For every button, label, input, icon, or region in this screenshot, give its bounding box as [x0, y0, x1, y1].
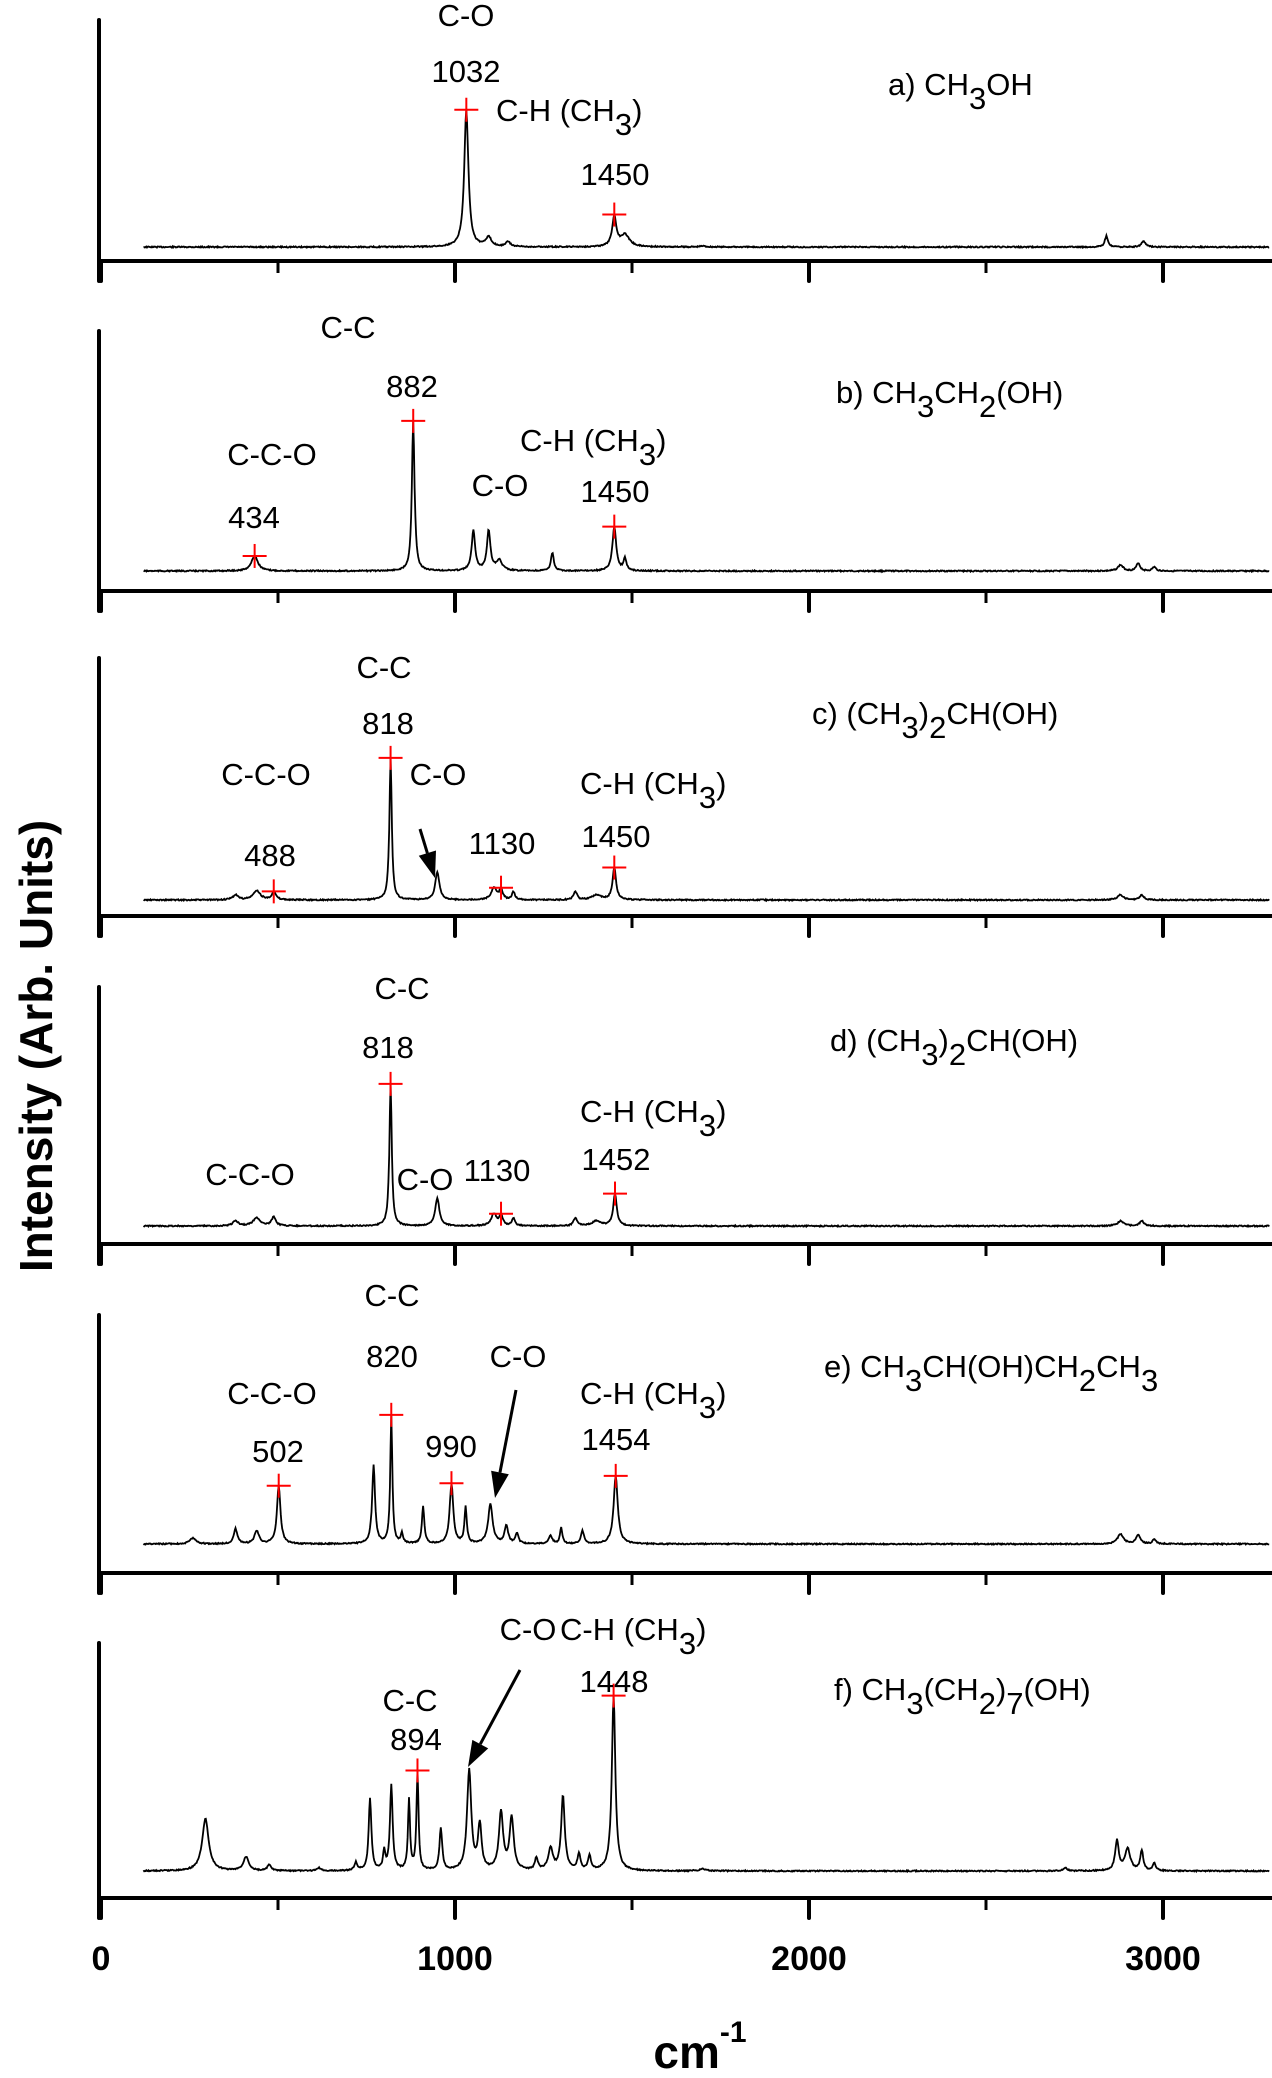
peak-annotation: 502 — [252, 1434, 304, 1469]
panel-c: C-C 818 C-C-O C-O 488 1130 1450 C-H (CH3) c) (CH… — [97, 650, 1272, 938]
panel-title: c) (CH3)2CH(OH) — [812, 696, 1058, 745]
peak-marker — [603, 1181, 628, 1206]
peak-annotation: C-C — [320, 310, 375, 345]
spectrum-line — [142, 1083, 1270, 1229]
peak-annotation: 1452 — [582, 1142, 651, 1177]
peak-annotation: C-C — [382, 1683, 437, 1718]
peak-annotation: 818 — [362, 1030, 414, 1065]
x-tick-label: 1000 — [417, 1940, 493, 1978]
peak-annotation: 818 — [362, 706, 414, 741]
peak-annotation: 882 — [386, 369, 438, 404]
arrow-icon — [491, 1389, 518, 1498]
peak-marker — [489, 1201, 514, 1226]
peak-annotation: C-C-O — [227, 437, 317, 472]
peak-marker — [602, 202, 627, 227]
panel-f: C-O C-H (CH3)1448 C-C 894 f) CH3(CH2)7(OH) — [97, 1612, 1272, 1920]
peak-annotation: C-C — [364, 1278, 419, 1313]
peak-annotation: 820 — [366, 1339, 418, 1374]
peak-annotation: C-O — [410, 757, 467, 792]
peak-annotation: C-C-O — [221, 757, 311, 792]
peak-annotation: 1130 — [469, 826, 536, 861]
peak-marker — [602, 855, 627, 880]
spectrum-line — [142, 1414, 1270, 1547]
panel-title: e) CH3CH(OH)CH2CH3 — [824, 1349, 1158, 1398]
x-tick-label: 0 — [92, 1940, 111, 1978]
peak-annotation: 1450 — [581, 474, 650, 509]
peak-marker — [378, 745, 403, 770]
peak-marker — [454, 97, 479, 122]
peak-annotation: C-C — [374, 971, 429, 1006]
spectrum-line — [142, 1695, 1270, 1874]
peak-annotation: 488 — [244, 838, 296, 873]
peak-marker — [439, 1471, 464, 1496]
peak-annotation: 894 — [390, 1722, 442, 1757]
peak-annotation: 1454 — [582, 1422, 651, 1457]
peak-annotation: C-O — [438, 0, 495, 33]
spectrum-line — [143, 421, 1270, 574]
x-axis-tick-labels: 0 1000 2000 3000 — [92, 1940, 1201, 1978]
peak-marker — [379, 1402, 404, 1427]
peak-annotation: C-H (CH3) — [580, 1376, 726, 1425]
panel-title: f) CH3(CH2)7(OH) — [834, 1672, 1091, 1721]
peak-annotation: C-H (CH3) — [580, 1094, 726, 1143]
peak-annotation: C-H (CH3) — [520, 423, 666, 472]
panel-title: b) CH3CH2(OH) — [836, 375, 1063, 424]
peak-annotation: C-H (CH3) — [560, 1612, 706, 1661]
peak-annotation: C-H (CH3) — [580, 766, 726, 815]
peak-marker — [405, 1758, 430, 1783]
spectrum-line — [143, 757, 1270, 903]
peak-marker — [602, 514, 627, 539]
peak-annotation: 1450 — [581, 157, 650, 192]
peak-annotation: 1450 — [582, 819, 651, 854]
panel-b: C-C 882 C-C-O 434 C-OC-H (CH3)1450 b) CH3CH2(… — [97, 310, 1272, 613]
peak-marker — [601, 1683, 626, 1708]
panel-title: a) CH3OH — [888, 67, 1033, 116]
peak-annotation: C-C-O — [227, 1376, 317, 1411]
x-axis-title-text: cm — [653, 2026, 719, 2078]
peak-marker — [401, 408, 426, 433]
x-axis-title: cm-1 — [653, 2016, 746, 2078]
panel-title: d) (CH3)2CH(OH) — [830, 1023, 1078, 1072]
peak-annotation: 990 — [425, 1429, 477, 1464]
peak-annotation: C-O — [397, 1162, 454, 1197]
peak-annotation: 1032 — [432, 54, 501, 89]
peak-marker — [266, 1473, 291, 1498]
peak-annotation: C-O — [472, 468, 529, 503]
peak-marker — [489, 875, 514, 900]
peak-marker — [261, 879, 286, 904]
peak-annotation: 1448 — [580, 1664, 649, 1699]
y-axis-title: Intensity (Arb. Units) — [10, 820, 62, 1272]
arrow-icon — [468, 1669, 522, 1767]
x-axis-title-superscript: -1 — [720, 2016, 747, 2049]
peak-annotation: C-H (CH3) — [496, 93, 642, 142]
arrow-icon — [418, 828, 436, 878]
peak-marker — [603, 1463, 628, 1488]
peak-annotation: C-O — [500, 1612, 557, 1647]
peak-marker — [242, 543, 267, 568]
peak-annotation: 1130 — [464, 1153, 531, 1188]
spectrum-line — [143, 109, 1270, 250]
x-tick-label: 3000 — [1125, 1940, 1201, 1978]
peak-annotation: C-C-O — [205, 1157, 295, 1192]
peak-annotation: C-O — [490, 1339, 547, 1374]
panel-e: C-C 820 C-C-O 502 990 C-O C-H (CH3)1454 e) CH3C… — [97, 1278, 1272, 1595]
peak-marker — [378, 1071, 403, 1096]
peak-annotation: C-C — [356, 650, 411, 685]
panel-a: C-O 1032 C-H (CH3) 1450 a) CH3OH — [97, 0, 1272, 283]
x-tick-label: 2000 — [771, 1940, 847, 1978]
peak-annotation: 434 — [228, 500, 280, 535]
